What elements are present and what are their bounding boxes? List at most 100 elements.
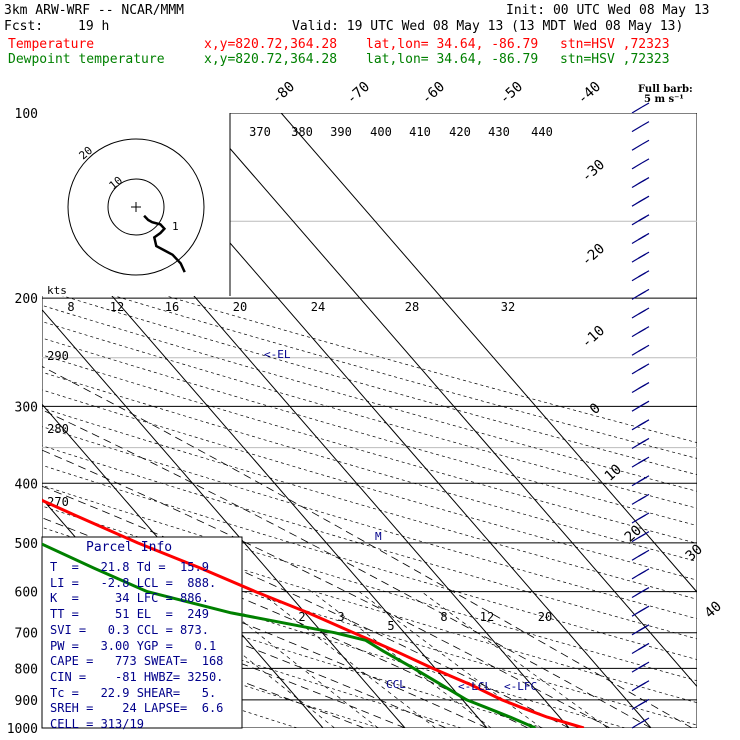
- hodograph-trace: [143, 214, 186, 273]
- lfc-marker: <-LFC: [504, 680, 537, 693]
- wind-barb-feather: [638, 514, 646, 520]
- wind-barb-feather: [638, 607, 646, 613]
- wind-barb-feather: [638, 533, 646, 539]
- hodograph-scale-label: 28: [405, 300, 419, 314]
- wind-barb-feather: [638, 216, 646, 222]
- dewpoint-xy: x,y=820.72,364.28: [204, 52, 338, 67]
- temperature-legend: Temperature: [8, 37, 95, 52]
- mixing-ratio-label: 20: [538, 610, 552, 624]
- wind-barb: [631, 162, 643, 170]
- barb-unit: 5 m s⁻¹: [644, 94, 684, 105]
- parcel-info-line: PW = 3.00 YGP = 0.1: [50, 638, 217, 653]
- wind-barb-feather: [638, 458, 646, 464]
- dry-adiabat: [42, 505, 697, 704]
- parcel-info-line: SVI = 0.3 CCL = 873.: [50, 622, 209, 637]
- theta-label: 410: [409, 125, 431, 139]
- theta-label: 420: [449, 125, 471, 139]
- hodograph-scale-label: 24: [311, 300, 325, 314]
- wind-barb-feather: [641, 158, 650, 164]
- isotherm-tick-label: -40: [575, 79, 605, 108]
- barb-title: Full barb:: [638, 84, 693, 95]
- isotherm-tick-label: -80: [269, 79, 299, 108]
- hodograph-scale-label: 12: [110, 300, 124, 314]
- pressure-label: 300: [15, 400, 38, 415]
- isotherm-line: [42, 309, 406, 728]
- mixing-ratio-line: [259, 591, 436, 728]
- isotherm-tick-label: -50: [497, 79, 527, 108]
- hodograph-ring: [107, 178, 165, 236]
- isotherm-tick-label: 30: [683, 541, 706, 564]
- mixing-ratio-label: 12: [480, 610, 494, 624]
- temperature-station: stn=HSV ,72323: [560, 37, 670, 52]
- valid-time: Valid: 19 UTC Wed 08 May 13 (13 MDT Wed …: [292, 19, 684, 34]
- parcel-info-line: CIN = -81 HWBZ= 3250.: [50, 669, 224, 684]
- wind-barb-feather: [638, 384, 646, 390]
- dewpoint-latlon: lat,lon= 34.64, -86.79: [366, 52, 539, 67]
- isotherm-line: [280, 113, 697, 593]
- wind-barb-feather: [638, 365, 646, 371]
- dewpoint-station: stn=HSV ,72323: [560, 52, 670, 67]
- pressure-label: 900: [15, 694, 38, 709]
- parcel-info-line: TT = 51 EL = 249: [50, 607, 209, 622]
- dry-adiabat: [42, 321, 697, 509]
- dry-adiabat: [42, 273, 697, 459]
- m-marker: M: [375, 530, 382, 543]
- parcel-info-line: CAPE = 773 SWEAT= 168: [50, 654, 224, 669]
- wind-barb-feather: [638, 589, 646, 595]
- pressure-label: 1000: [7, 722, 38, 737]
- wind-barb-feather: [638, 179, 646, 185]
- mixing-ratio-label: 3: [337, 610, 344, 624]
- hodograph-scale-label: 16: [165, 300, 179, 314]
- pressure-label: 800: [15, 662, 38, 677]
- lcl-marker: <-LCL: [458, 680, 491, 693]
- wind-barb: [631, 125, 643, 133]
- theta-label: 390: [330, 125, 352, 139]
- temperature-latlon: lat,lon= 34.64, -86.79: [366, 37, 539, 52]
- theta-label: 280: [47, 422, 69, 436]
- parcel-info-line: T = 21.8 Td = 15.9: [50, 560, 209, 574]
- moist-adiabat: [42, 366, 693, 728]
- wind-barb-feather: [638, 253, 646, 259]
- theta-label: 430: [488, 125, 510, 139]
- theta-label: 380: [291, 125, 313, 139]
- wind-barb-feather: [638, 309, 646, 315]
- pressure-label: 200: [15, 292, 38, 307]
- moist-adiabat: [42, 608, 365, 728]
- pressure-label: 500: [15, 537, 38, 552]
- wind-barb-feather: [638, 290, 646, 296]
- temperature-xy: x,y=820.72,364.28: [204, 37, 338, 52]
- parcel-info-line: Tc = 22.9 SHEAR= 5.: [50, 685, 217, 700]
- theta-label: 290: [47, 349, 69, 363]
- wind-barb-feather: [641, 102, 650, 108]
- pressure-label: 600: [15, 586, 38, 601]
- wind-barb-feather: [638, 645, 646, 651]
- pressure-label: 700: [15, 627, 38, 642]
- parcel-info-line: K = 34 LFC = 886.: [50, 591, 209, 606]
- isotherm-tick-label: -20: [579, 241, 609, 270]
- wind-barb-feather: [638, 551, 646, 557]
- wind-barb-feather: [638, 197, 646, 203]
- wind-barb-feather: [638, 700, 646, 706]
- dewpoint-legend: Dewpoint temperature: [8, 52, 165, 67]
- mixing-ratio-label: 8: [440, 610, 447, 624]
- wind-barb-feather: [638, 272, 646, 278]
- isotherm-tick-label: 20: [622, 522, 645, 545]
- ccl-marker: CCL: [386, 678, 406, 691]
- wind-barb-feather: [638, 346, 646, 352]
- isotherm-tick-label: 10: [602, 461, 625, 484]
- mixing-ratio-label: 5: [387, 619, 394, 633]
- dry-adiabat: [42, 258, 697, 443]
- moist-adiabat: [42, 409, 652, 728]
- hodograph-scale-label: 20: [233, 300, 247, 314]
- parcel-info-line: LI = -2.8 LCL = 888.: [50, 575, 217, 590]
- wind-barb-feather: [638, 626, 646, 632]
- parcel-info-line: SREH = 24 LAPSE= 6.6: [50, 701, 224, 716]
- wind-barb-feather: [638, 570, 646, 576]
- pressure-label: 400: [15, 477, 38, 492]
- wind-barb-feather: [638, 235, 646, 241]
- el-marker: <-EL: [264, 348, 291, 361]
- wind-barb: [631, 106, 643, 114]
- temperature-profile: [42, 498, 585, 728]
- dry-adiabat: [42, 305, 697, 492]
- parcel-info-box: [41, 536, 243, 729]
